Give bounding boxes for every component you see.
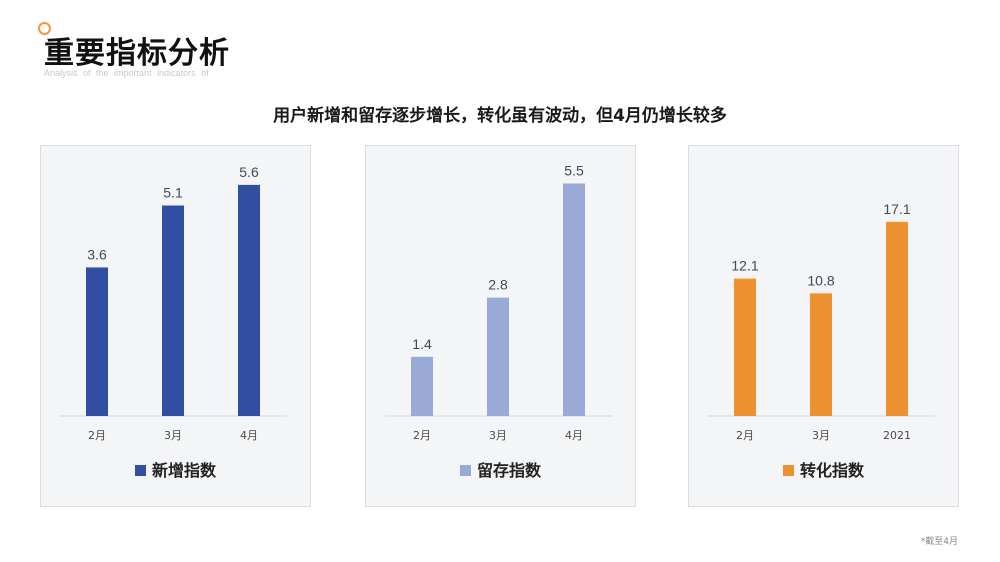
legend-conversion: 转化指数 bbox=[689, 457, 958, 481]
chart-panel-conversion: 12.1 2月 10.8 3月 17.1 2021 转化指数 bbox=[688, 145, 959, 507]
data-label: 2.8 bbox=[488, 277, 508, 293]
bar bbox=[810, 293, 832, 416]
bar bbox=[238, 184, 260, 416]
legend-label: 新增指数 bbox=[151, 461, 216, 480]
x-tick-label: 2021 bbox=[883, 429, 911, 442]
headline: 用户新增和留存逐步增长，转化虽有波动，但4月仍增长较多 bbox=[273, 106, 727, 126]
x-tick-label: 2月 bbox=[413, 429, 431, 442]
bar bbox=[86, 267, 108, 416]
data-label: 17.1 bbox=[883, 201, 910, 217]
legend-new-users: 新增指数 bbox=[41, 457, 310, 481]
bar bbox=[734, 278, 756, 416]
data-label: 1.4 bbox=[412, 336, 432, 352]
data-label: 12.1 bbox=[731, 258, 758, 274]
data-label: 5.6 bbox=[239, 164, 259, 180]
legend-label: 转化指数 bbox=[799, 461, 864, 480]
legend-swatch bbox=[459, 464, 471, 476]
bar bbox=[411, 356, 433, 416]
data-label: 3.6 bbox=[87, 246, 107, 262]
chart-new-users: 3.6 2月 5.1 3月 5.6 4月 bbox=[60, 164, 287, 442]
data-label: 10.8 bbox=[807, 272, 834, 288]
legend-retention: 留存指数 bbox=[366, 457, 635, 481]
x-tick-label: 3月 bbox=[489, 429, 507, 442]
decorative-circle-icon bbox=[38, 22, 51, 35]
bar bbox=[563, 183, 585, 416]
chart-panel-retention: 1.4 2月 2.8 3月 5.5 4月 留存指数 bbox=[365, 145, 636, 507]
x-tick-label: 4月 bbox=[240, 429, 258, 442]
chart-conversion: 12.1 2月 10.8 3月 17.1 2021 bbox=[708, 201, 935, 442]
bar bbox=[886, 221, 908, 416]
page-subtitle: Analysis of the important indicators of bbox=[44, 68, 209, 78]
bar bbox=[487, 297, 509, 416]
data-label: 5.5 bbox=[564, 162, 584, 178]
legend-label: 留存指数 bbox=[476, 461, 541, 480]
x-tick-label: 3月 bbox=[164, 429, 182, 442]
page-title: 重要指标分析 bbox=[44, 36, 230, 71]
x-tick-label: 4月 bbox=[565, 429, 583, 442]
bar bbox=[162, 205, 184, 416]
data-label: 5.1 bbox=[163, 185, 183, 201]
footnote: *截至4月 bbox=[920, 537, 958, 547]
x-tick-label: 2月 bbox=[736, 429, 754, 442]
legend-swatch bbox=[134, 464, 146, 476]
chart-panel-new-users: 3.6 2月 5.1 3月 5.6 4月 新增指数 bbox=[40, 145, 311, 507]
x-tick-label: 2月 bbox=[88, 429, 106, 442]
x-tick-label: 3月 bbox=[812, 429, 830, 442]
legend-swatch bbox=[782, 464, 794, 476]
chart-retention: 1.4 2月 2.8 3月 5.5 4月 bbox=[385, 162, 612, 442]
